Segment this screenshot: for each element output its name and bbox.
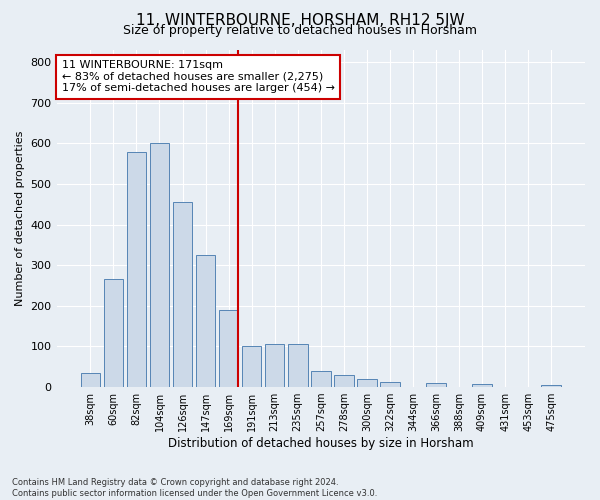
Bar	[104, 280, 123, 387]
Text: 11 WINTERBOURNE: 171sqm
← 83% of detached houses are smaller (2,275)
17% of semi: 11 WINTERBOURNE: 171sqm ← 83% of detache…	[62, 60, 335, 94]
Bar	[541, 385, 561, 387]
Bar	[219, 310, 238, 387]
Bar	[426, 383, 446, 387]
Text: Contains HM Land Registry data © Crown copyright and database right 2024.
Contai: Contains HM Land Registry data © Crown c…	[12, 478, 377, 498]
Bar	[265, 344, 284, 387]
Text: Size of property relative to detached houses in Horsham: Size of property relative to detached ho…	[123, 24, 477, 37]
Text: 11, WINTERBOURNE, HORSHAM, RH12 5JW: 11, WINTERBOURNE, HORSHAM, RH12 5JW	[136, 12, 464, 28]
Bar	[149, 144, 169, 387]
Bar	[311, 371, 331, 387]
Bar	[334, 375, 353, 387]
Bar	[127, 152, 146, 387]
Bar	[357, 379, 377, 387]
Bar	[196, 255, 215, 387]
Bar	[472, 384, 492, 387]
Bar	[173, 202, 193, 387]
Bar	[380, 382, 400, 387]
Bar	[80, 373, 100, 387]
Bar	[242, 346, 262, 387]
Bar	[288, 344, 308, 387]
Y-axis label: Number of detached properties: Number of detached properties	[15, 131, 25, 306]
X-axis label: Distribution of detached houses by size in Horsham: Distribution of detached houses by size …	[168, 437, 473, 450]
